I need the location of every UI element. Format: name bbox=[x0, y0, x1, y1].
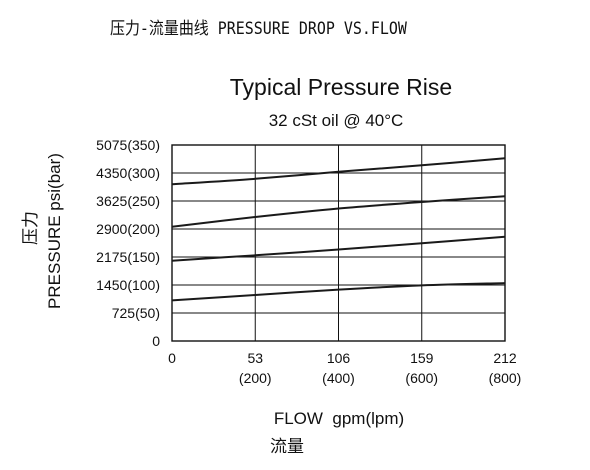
x-tick-sublabel: (400) bbox=[322, 370, 355, 386]
page-heading: 压力-流量曲线 PRESSURE DROP VS.FLOW bbox=[110, 19, 407, 39]
pressure-curve-4 bbox=[171, 157, 506, 186]
y-axis-label: PRESSURE psi(bar) bbox=[45, 153, 64, 309]
x-tick-label: 0 bbox=[168, 350, 176, 366]
y-tick-label: 725(50) bbox=[112, 305, 160, 321]
y-axis-label-cn: 压力 bbox=[21, 211, 41, 245]
x-tick-label: 53 bbox=[247, 350, 263, 366]
y-tick-label: 2900(200) bbox=[96, 221, 160, 237]
chart-subtitle: 32 cSt oil @ 40°C bbox=[269, 111, 404, 130]
x-tick-label: 106 bbox=[327, 350, 351, 366]
plot-frame bbox=[171, 144, 506, 342]
y-tick-labels: 0 725(50) 1450(100) 2175(150) 2900(200) 3625(… bbox=[96, 137, 160, 349]
y-tick-label: 0 bbox=[152, 333, 160, 349]
x-axis-label: FLOW gpm(lpm) bbox=[274, 409, 404, 428]
x-tick-sublabel: (600) bbox=[405, 370, 438, 386]
x-tick-label: 159 bbox=[410, 350, 434, 366]
pressure-curve-2 bbox=[171, 235, 506, 262]
x-tick-labels: 0 53 (200) 106 (400) 159 (600) 212 (800) bbox=[168, 350, 521, 386]
pressure-curve-3 bbox=[171, 195, 506, 228]
y-tick-label: 2175(150) bbox=[96, 249, 160, 265]
y-tick-label: 4350(300) bbox=[96, 165, 160, 181]
chart-title: Typical Pressure Rise bbox=[230, 74, 452, 100]
x-axis-label-cn: 流量 bbox=[270, 437, 304, 457]
y-tick-label: 5075(350) bbox=[96, 137, 160, 153]
y-tick-label: 3625(250) bbox=[96, 193, 160, 209]
series-group bbox=[171, 157, 506, 302]
y-tick-label: 1450(100) bbox=[96, 277, 160, 293]
x-tick-label: 212 bbox=[493, 350, 517, 366]
x-tick-sublabel: (800) bbox=[489, 370, 522, 386]
pressure-curve-1 bbox=[171, 282, 506, 302]
x-tick-sublabel: (200) bbox=[239, 370, 272, 386]
chart-grid bbox=[172, 145, 505, 341]
